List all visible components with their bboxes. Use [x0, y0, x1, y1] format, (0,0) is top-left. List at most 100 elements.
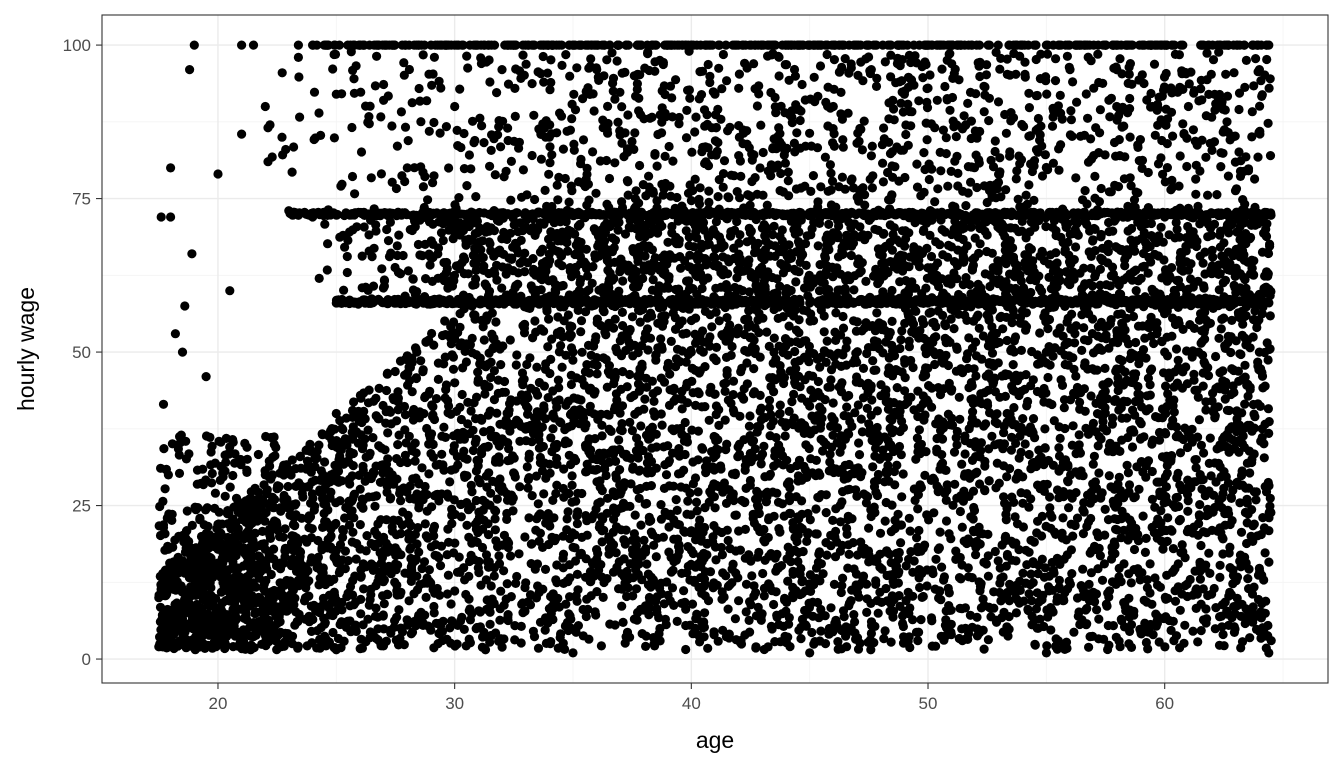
- data-point: [494, 551, 504, 561]
- data-point: [942, 480, 952, 490]
- data-point: [431, 490, 442, 500]
- data-point: [1260, 548, 1270, 558]
- data-point: [1198, 474, 1208, 485]
- data-point: [933, 544, 943, 555]
- data-point: [1047, 399, 1057, 410]
- data-point: [1183, 475, 1193, 485]
- data-point: [455, 402, 465, 412]
- data-point: [892, 383, 902, 393]
- data-point: [1142, 575, 1152, 585]
- data-point: [1016, 447, 1026, 457]
- data-point: [471, 434, 481, 444]
- data-point: [424, 469, 434, 479]
- data-point: [663, 510, 673, 520]
- data-point: [649, 396, 659, 406]
- data-point: [1223, 331, 1233, 341]
- data-point: [404, 596, 414, 606]
- data-point: [830, 327, 840, 337]
- data-point: [1069, 627, 1079, 637]
- data-point: [968, 486, 979, 496]
- data-point: [361, 452, 371, 462]
- data-point: [340, 564, 350, 574]
- data-point: [798, 546, 808, 557]
- data-point: [434, 459, 444, 469]
- data-point: [751, 642, 761, 652]
- data-point: [1103, 515, 1114, 525]
- data-point: [728, 559, 738, 569]
- data-point: [338, 424, 348, 435]
- data-point: [775, 637, 786, 647]
- data-point: [558, 563, 568, 573]
- data-point: [424, 565, 434, 575]
- data-point: [1169, 407, 1179, 417]
- data-point: [586, 577, 596, 587]
- data-point: [449, 431, 459, 441]
- data-point: [442, 550, 452, 560]
- data-point: [677, 568, 687, 579]
- data-point: [1114, 563, 1124, 574]
- data-point: [811, 504, 821, 514]
- data-point: [794, 328, 804, 338]
- data-point: [1002, 335, 1012, 346]
- data-point: [822, 336, 832, 346]
- data-point: [1218, 629, 1228, 640]
- data-point: [1093, 532, 1103, 542]
- data-point: [832, 438, 842, 448]
- data-point: [749, 364, 759, 374]
- data-point: [352, 539, 362, 549]
- data-point: [1237, 330, 1247, 340]
- data-point: [462, 498, 472, 508]
- data-point: [1177, 540, 1187, 550]
- data-point: [280, 546, 290, 556]
- data-point: [1208, 388, 1218, 398]
- data-point: [780, 595, 790, 605]
- data-point: [619, 572, 629, 582]
- data-point: [913, 386, 923, 396]
- data-point: [540, 564, 551, 575]
- data-point: [887, 500, 897, 510]
- data-point: [617, 503, 628, 513]
- data-point: [1020, 439, 1030, 449]
- data-point: [1008, 360, 1018, 370]
- data-point: [730, 510, 740, 520]
- data-point: [889, 466, 900, 477]
- data-point: [1018, 414, 1028, 424]
- data-point: [1168, 544, 1178, 554]
- data-point: [817, 413, 827, 423]
- data-point: [523, 403, 533, 413]
- data-point: [492, 494, 502, 504]
- data-point: [1228, 579, 1238, 589]
- data-point: [568, 355, 578, 365]
- data-point: [551, 533, 561, 544]
- data-point: [1020, 384, 1030, 394]
- data-point: [938, 310, 948, 320]
- data-point: [1058, 513, 1068, 523]
- data-point: [1081, 620, 1091, 630]
- data-point: [1158, 544, 1168, 554]
- data-point: [859, 489, 869, 499]
- data-point: [618, 617, 628, 628]
- data-point: [282, 593, 292, 603]
- data-point: [894, 441, 905, 452]
- data-point: [713, 636, 723, 646]
- data-point: [1230, 444, 1240, 454]
- data-point: [522, 462, 532, 472]
- data-point: [1135, 416, 1145, 426]
- data-point: [711, 409, 721, 420]
- data-point: [927, 616, 937, 626]
- data-point: [898, 469, 908, 479]
- data-point: [399, 483, 409, 493]
- data-point: [665, 369, 675, 379]
- data-point: [745, 627, 755, 637]
- data-point: [835, 546, 846, 556]
- data-point: [900, 355, 910, 365]
- data-point: [747, 571, 757, 581]
- data-point: [662, 577, 672, 587]
- data-point: [994, 337, 1004, 347]
- data-point: [1049, 416, 1059, 426]
- data-point: [788, 566, 798, 576]
- data-point: [1226, 389, 1236, 400]
- data-point: [1167, 331, 1177, 341]
- data-point: [402, 368, 412, 378]
- data-point: [1141, 406, 1151, 416]
